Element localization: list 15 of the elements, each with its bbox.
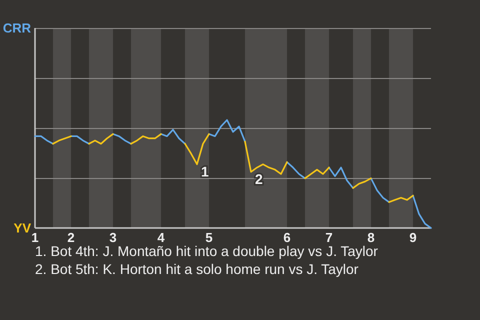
- x-tick-label: 1: [31, 230, 39, 245]
- x-tick-label: 5: [205, 230, 213, 245]
- text: YV: [14, 220, 32, 236]
- x-tick-label: 6: [283, 230, 291, 245]
- text: 2. Bot 5th: K. Horton hit a solo home run vs J. Taylor: [35, 261, 359, 277]
- text: CRR: [2, 20, 32, 36]
- x-tick-label: 4: [157, 230, 166, 245]
- x-tick-label: 7: [325, 230, 333, 245]
- x-tick-label: 9: [409, 230, 417, 245]
- annotation: 1: [201, 163, 209, 180]
- x-tick-label: 8: [367, 230, 375, 245]
- annotation: 2: [255, 170, 263, 187]
- x-tick-label: 3: [109, 230, 117, 245]
- text: 1. Bot 4th: J. Montaño hit into a double play vs J. Taylor: [35, 243, 378, 259]
- x-tick-label: 2: [67, 230, 75, 245]
